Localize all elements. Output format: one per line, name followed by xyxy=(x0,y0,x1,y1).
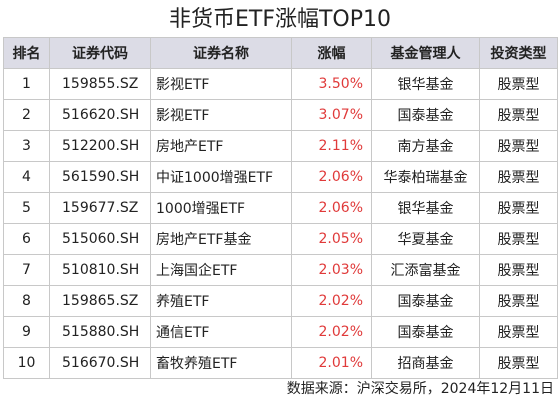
cell-rank: 9 xyxy=(3,316,50,348)
cell-change: 2.01% xyxy=(291,347,372,379)
cell-type: 股票型 xyxy=(479,223,558,255)
cell-type: 股票型 xyxy=(479,347,558,379)
cell-change: 3.07% xyxy=(291,99,372,131)
cell-name: 养殖ETF xyxy=(150,285,292,317)
cell-manager: 国泰基金 xyxy=(371,285,480,317)
cell-rank: 4 xyxy=(3,161,50,193)
cell-change: 3.50% xyxy=(291,68,372,100)
cell-name: 影视ETF xyxy=(150,99,292,131)
cell-name: 影视ETF xyxy=(150,68,292,100)
table-row: 6 515060.SH 房地产ETF基金 2.05% 华夏基金 股票型 xyxy=(3,223,558,255)
cell-type: 股票型 xyxy=(479,68,558,100)
cell-type: 股票型 xyxy=(479,130,558,162)
cell-manager: 南方基金 xyxy=(371,130,480,162)
cell-manager: 银华基金 xyxy=(371,192,480,224)
cell-name: 1000增强ETF xyxy=(150,192,292,224)
cell-name: 上海国企ETF xyxy=(150,254,292,286)
cell-type: 股票型 xyxy=(479,254,558,286)
cell-rank: 7 xyxy=(3,254,50,286)
cell-rank: 8 xyxy=(3,285,50,317)
cell-name: 畜牧养殖ETF xyxy=(150,347,292,379)
cell-change: 2.03% xyxy=(291,254,372,286)
cell-name: 中证1000增强ETF xyxy=(150,161,292,193)
cell-name: 房地产ETF xyxy=(150,130,292,162)
cell-change: 2.05% xyxy=(291,223,372,255)
table-row: 7 510810.SH 上海国企ETF 2.03% 汇添富基金 股票型 xyxy=(3,254,558,286)
cell-change: 2.11% xyxy=(291,130,372,162)
cell-rank: 3 xyxy=(3,130,50,162)
table-row: 10 516670.SH 畜牧养殖ETF 2.01% 招商基金 股票型 xyxy=(3,347,558,379)
cell-change: 2.06% xyxy=(291,192,372,224)
cell-manager: 银华基金 xyxy=(371,68,480,100)
cell-rank: 1 xyxy=(3,68,50,100)
cell-rank: 10 xyxy=(3,347,50,379)
page-title: 非货币ETF涨幅TOP10 xyxy=(168,7,391,32)
etf-ranking-table: 排名 证券代码 证券名称 涨幅 基金管理人 投资类型 1 159855.SZ 影视E… xyxy=(3,37,558,379)
cell-code: 515060.SH xyxy=(49,223,151,255)
header-code: 证券代码 xyxy=(49,37,151,69)
table-row: 4 561590.SH 中证1000增强ETF 2.06% 华泰柏瑞基金 股票型 xyxy=(3,161,558,193)
cell-manager: 华泰柏瑞基金 xyxy=(371,161,480,193)
cell-type: 股票型 xyxy=(479,99,558,131)
cell-name: 通信ETF xyxy=(150,316,292,348)
table-row: 3 512200.SH 房地产ETF 2.11% 南方基金 股票型 xyxy=(3,130,558,162)
cell-code: 159855.SZ xyxy=(49,68,151,100)
table-row: 5 159677.SZ 1000增强ETF 2.06% 银华基金 股票型 xyxy=(3,192,558,224)
cell-manager: 汇添富基金 xyxy=(371,254,480,286)
cell-code: 561590.SH xyxy=(49,161,151,193)
table-row: 2 516620.SH 影视ETF 3.07% 国泰基金 股票型 xyxy=(3,99,558,131)
table-row: 1 159855.SZ 影视ETF 3.50% 银华基金 股票型 xyxy=(3,68,558,100)
cell-change: 2.02% xyxy=(291,316,372,348)
cell-manager: 华夏基金 xyxy=(371,223,480,255)
cell-code: 515880.SH xyxy=(49,316,151,348)
table-row: 8 159865.SZ 养殖ETF 2.02% 国泰基金 股票型 xyxy=(3,285,558,317)
cell-rank: 5 xyxy=(3,192,50,224)
table-header-row: 排名 证券代码 证券名称 涨幅 基金管理人 投资类型 xyxy=(3,37,558,69)
cell-manager: 招商基金 xyxy=(371,347,480,379)
cell-code: 516620.SH xyxy=(49,99,151,131)
cell-manager: 国泰基金 xyxy=(371,316,480,348)
cell-code: 512200.SH xyxy=(49,130,151,162)
cell-rank: 2 xyxy=(3,99,50,131)
header-rank: 排名 xyxy=(3,37,50,69)
cell-change: 2.02% xyxy=(291,285,372,317)
cell-code: 516670.SH xyxy=(49,347,151,379)
data-source-note: 数据来源：沪深交易所，2024年12月11日 xyxy=(286,381,554,397)
header-manager: 基金管理人 xyxy=(371,37,480,69)
cell-type: 股票型 xyxy=(479,316,558,348)
cell-code: 510810.SH xyxy=(49,254,151,286)
cell-name: 房地产ETF基金 xyxy=(150,223,292,255)
cell-change: 2.06% xyxy=(291,161,372,193)
cell-rank: 6 xyxy=(3,223,50,255)
header-name: 证券名称 xyxy=(150,37,292,69)
cell-code: 159677.SZ xyxy=(49,192,151,224)
cell-manager: 国泰基金 xyxy=(371,99,480,131)
cell-type: 股票型 xyxy=(479,192,558,224)
cell-type: 股票型 xyxy=(479,285,558,317)
header-change: 涨幅 xyxy=(291,37,372,69)
table-body: 1 159855.SZ 影视ETF 3.50% 银华基金 股票型 2 516620.SH 影视E… xyxy=(3,68,558,379)
header-type: 投资类型 xyxy=(479,37,558,69)
cell-code: 159865.SZ xyxy=(49,285,151,317)
table-row: 9 515880.SH 通信ETF 2.02% 国泰基金 股票型 xyxy=(3,316,558,348)
cell-type: 股票型 xyxy=(479,161,558,193)
